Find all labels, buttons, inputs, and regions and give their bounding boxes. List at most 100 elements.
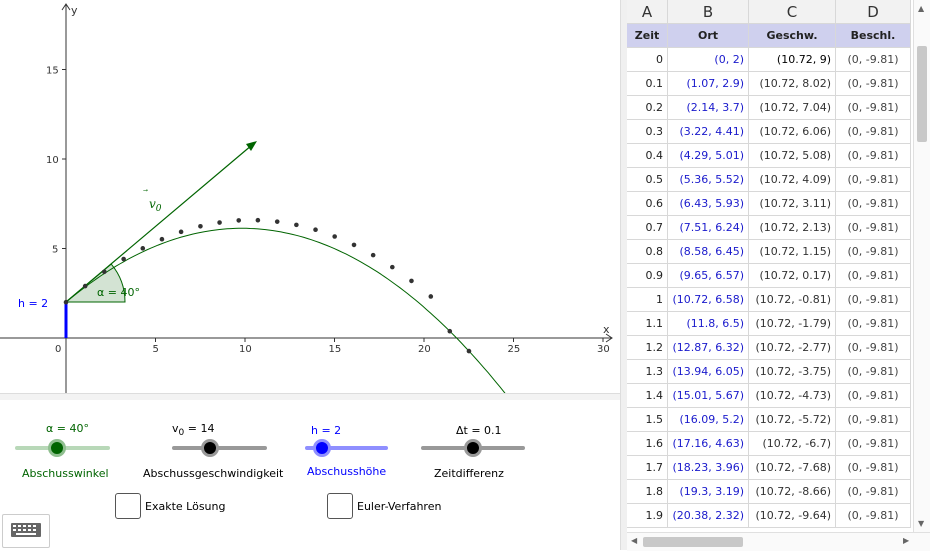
cell-zeit[interactable]: 0.3 <box>627 119 668 144</box>
cell-ort[interactable]: (17.16, 4.63) <box>667 431 749 456</box>
trajectory-point[interactable] <box>466 348 472 354</box>
spreadsheet-view[interactable]: A B C D Zeit Ort Geschw. Beschl. 0 (0, 2)… <box>627 0 930 550</box>
trajectory-point[interactable] <box>121 256 126 262</box>
cell-beschl[interactable]: (0, -9.81) <box>835 71 911 96</box>
cell-beschl[interactable]: (0, -9.81) <box>835 191 911 216</box>
trajectory-point[interactable] <box>274 219 280 224</box>
trajectory-point[interactable] <box>428 294 434 299</box>
trajectory-point[interactable] <box>217 220 222 225</box>
cell-beschl[interactable]: (0, -9.81) <box>835 335 911 360</box>
cell-beschl[interactable]: (0, -9.81) <box>835 311 911 336</box>
cell-zeit[interactable]: 1.5 <box>627 407 668 432</box>
cell-geschw[interactable]: (10.72, 0.17) <box>748 263 836 288</box>
cell-geschw[interactable]: (10.72, 8.02) <box>748 71 836 96</box>
cell-zeit[interactable]: 1.9 <box>627 503 668 528</box>
cell-geschw[interactable]: (10.72, 7.04) <box>748 95 836 120</box>
cell-beschl[interactable]: (0, -9.81) <box>835 479 911 504</box>
cell-ort[interactable]: (6.43, 5.93) <box>667 191 749 216</box>
header-geschw[interactable]: Geschw. <box>748 23 836 48</box>
scroll-down-icon[interactable]: ▼ <box>918 519 925 528</box>
header-beschl[interactable]: Beschl. <box>835 23 911 48</box>
alpha-slider-handle[interactable] <box>47 439 66 457</box>
trajectory-point[interactable] <box>255 217 261 223</box>
euler-method-checkbox[interactable] <box>327 493 353 519</box>
trajectory-point[interactable] <box>236 218 242 223</box>
cell-ort[interactable]: (19.3, 3.19) <box>667 479 749 504</box>
cell-geschw[interactable]: (10.72, 3.11) <box>748 191 836 216</box>
h-slider-handle[interactable] <box>312 439 331 457</box>
col-header-c[interactable]: C <box>748 0 836 24</box>
cell-geschw[interactable]: (10.72, -1.79) <box>748 311 836 336</box>
trajectory-point[interactable] <box>447 328 453 334</box>
cell-ort[interactable]: (18.23, 3.96) <box>667 455 749 480</box>
trajectory-point[interactable] <box>313 227 318 233</box>
cell-ort[interactable]: (3.22, 4.41) <box>667 119 749 144</box>
cell-zeit[interactable]: 0.7 <box>627 215 668 240</box>
cell-geschw[interactable]: (10.72, -2.77) <box>748 335 836 360</box>
cell-ort[interactable]: (7.51, 6.24) <box>667 215 749 240</box>
cell-ort[interactable]: (0, 2) <box>667 47 749 72</box>
keyboard-button[interactable] <box>2 514 50 548</box>
cell-beschl[interactable]: (0, -9.81) <box>835 239 911 264</box>
vertical-scroll-thumb[interactable] <box>917 46 927 142</box>
cell-beschl[interactable]: (0, -9.81) <box>835 383 911 408</box>
trajectory-point[interactable] <box>82 283 88 289</box>
cell-ort[interactable]: (2.14, 3.7) <box>667 95 749 120</box>
cell-beschl[interactable]: (0, -9.81) <box>835 263 911 288</box>
cell-geschw[interactable]: (10.72, -3.75) <box>748 359 836 384</box>
v0-vector[interactable] <box>65 144 253 303</box>
header-ort[interactable]: Ort <box>667 23 749 48</box>
cell-zeit[interactable]: 1 <box>627 287 668 312</box>
header-zeit[interactable]: Zeit <box>627 23 668 48</box>
cell-beschl[interactable]: (0, -9.81) <box>835 47 911 72</box>
cell-geschw[interactable]: (10.72, 5.08) <box>748 143 836 168</box>
v0-slider-track[interactable] <box>172 446 267 450</box>
cell-zeit[interactable]: 1.6 <box>627 431 668 456</box>
cell-zeit[interactable]: 0.8 <box>627 239 668 264</box>
cell-zeit[interactable]: 0.5 <box>627 167 668 192</box>
cell-zeit[interactable]: 1.1 <box>627 311 668 336</box>
dt-slider-handle[interactable] <box>464 439 482 457</box>
cell-geschw[interactable]: (10.72, -9.64) <box>748 503 836 528</box>
cell-zeit[interactable]: 1.7 <box>627 455 668 480</box>
cell-ort[interactable]: (12.87, 6.32) <box>667 335 749 360</box>
view-divider-horizontal[interactable] <box>0 393 620 401</box>
cell-zeit[interactable]: 0.2 <box>627 95 668 120</box>
cell-geschw[interactable]: (10.72, 4.09) <box>748 167 836 192</box>
cell-geschw[interactable]: (10.72, -8.66) <box>748 479 836 504</box>
h-slider-track[interactable] <box>305 446 388 450</box>
cell-geschw[interactable]: (10.72, -6.7) <box>748 431 836 456</box>
trajectory-point[interactable] <box>102 269 107 275</box>
cell-zeit[interactable]: 1.8 <box>627 479 668 504</box>
cell-zeit[interactable]: 1.2 <box>627 335 668 360</box>
view-divider-vertical[interactable] <box>620 0 627 550</box>
spreadsheet-vertical-scrollbar[interactable]: ▲ ▼ <box>913 0 930 532</box>
cell-beschl[interactable]: (0, -9.81) <box>835 215 911 240</box>
cell-beschl[interactable]: (0, -9.81) <box>835 455 911 480</box>
cell-geschw[interactable]: (10.72, -7.68) <box>748 455 836 480</box>
plot-canvas[interactable]: 0 5 10 15 20 25 30 5 10 15 x y h = 2 α = 40° v0 ⃗ <box>0 0 620 393</box>
cell-zeit[interactable]: 0 <box>627 47 668 72</box>
graphics-view[interactable]: 0 5 10 15 20 25 30 5 10 15 x y h = 2 α = 40° v0 ⃗ <box>0 0 620 393</box>
trajectory-point[interactable] <box>140 246 146 251</box>
v0-slider-handle[interactable] <box>201 439 219 457</box>
scroll-up-icon[interactable]: ▲ <box>918 4 925 13</box>
cell-zeit[interactable]: 0.4 <box>627 143 668 168</box>
scroll-left-icon[interactable]: ◀ <box>631 536 638 545</box>
cell-beschl[interactable]: (0, -9.81) <box>835 503 911 528</box>
trajectory-point[interactable] <box>294 222 299 228</box>
col-header-d[interactable]: D <box>835 0 911 24</box>
cell-ort[interactable]: (5.36, 5.52) <box>667 167 749 192</box>
cell-beschl[interactable]: (0, -9.81) <box>835 431 911 456</box>
trajectory-curve[interactable] <box>65 227 519 393</box>
trajectory-point[interactable] <box>409 278 414 284</box>
cell-ort[interactable]: (16.09, 5.2) <box>667 407 749 432</box>
cell-geschw[interactable]: (10.72, 1.15) <box>748 239 836 264</box>
cell-beschl[interactable]: (0, -9.81) <box>835 359 911 384</box>
cell-beschl[interactable]: (0, -9.81) <box>835 287 911 312</box>
exact-solution-checkbox[interactable] <box>115 493 141 519</box>
scroll-right-icon[interactable]: ▶ <box>903 536 910 545</box>
trajectory-point[interactable] <box>159 236 165 242</box>
cell-ort[interactable]: (4.29, 5.01) <box>667 143 749 168</box>
cell-beschl[interactable]: (0, -9.81) <box>835 119 911 144</box>
